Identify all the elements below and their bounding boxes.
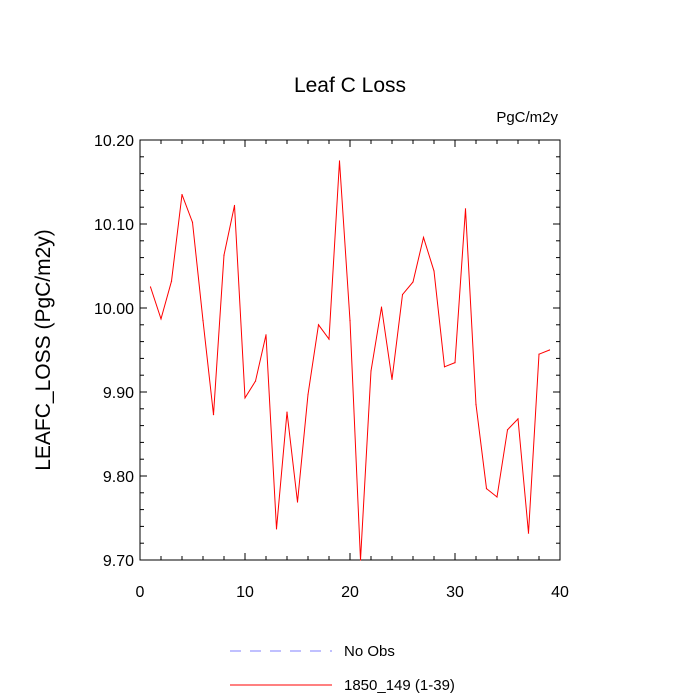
data-point: [506, 429, 509, 431]
data-point: [433, 270, 435, 272]
x-tick-label: 0: [136, 584, 145, 601]
data-point: [296, 501, 299, 503]
data-point: [233, 204, 236, 207]
series-line-1850-149: [150, 160, 550, 561]
data-point: [328, 338, 330, 340]
data-point: [317, 324, 320, 326]
x-tick-label: 10: [236, 584, 254, 601]
data-point: [212, 414, 215, 416]
data-point: [422, 236, 425, 239]
units-label: PgC/m2y: [496, 109, 558, 126]
x-tick-label: 20: [341, 584, 359, 601]
y-tick-label: 10.20: [94, 133, 134, 150]
data-point: [391, 378, 393, 380]
data-point: [412, 281, 414, 283]
data-point: [496, 496, 498, 498]
data-point: [349, 320, 351, 322]
legend-label-1850-149: 1850_149 (1-39): [344, 677, 455, 694]
data-point: [517, 418, 519, 420]
data-point: [160, 318, 162, 320]
y-tick-label: 10.10: [94, 217, 134, 234]
data-point: [181, 194, 183, 196]
y-tick-label: 10.00: [94, 301, 134, 318]
data-point: [527, 532, 530, 534]
data-point: [538, 353, 540, 355]
x-tick-labels: 0 10 20 30 40: [136, 584, 569, 601]
legend-label-no-obs: No Obs: [344, 643, 395, 660]
data-point: [443, 366, 446, 368]
data-point: [170, 280, 173, 282]
data-point: [338, 160, 341, 162]
series-points: [149, 160, 551, 561]
axis-ticks: [139, 139, 561, 561]
data-point: [401, 293, 404, 296]
y-tick-label: 9.80: [103, 469, 134, 486]
y-tick-labels: 9.70 9.80 9.90 10.00 10.10 10.20: [94, 133, 134, 570]
data-point: [485, 488, 488, 490]
data-point: [265, 334, 267, 336]
data-point: [307, 393, 309, 396]
data-point: [475, 404, 477, 406]
data-point: [244, 397, 246, 399]
x-tick-label: 40: [551, 584, 569, 601]
x-tick-label: 30: [446, 584, 464, 601]
data-point: [359, 559, 362, 561]
data-point: [464, 208, 467, 210]
y-tick-label: 9.90: [103, 385, 134, 402]
legend: No Obs 1850_149 (1-39): [230, 643, 455, 694]
data-point: [254, 380, 257, 382]
data-point: [454, 362, 456, 364]
data-point: [223, 254, 225, 256]
data-point: [275, 528, 278, 530]
data-point: [370, 370, 372, 372]
chart-title: Leaf C Loss: [294, 74, 406, 97]
y-axis-label: LEAFC_LOSS (PgC/m2y): [32, 229, 55, 471]
data-point: [191, 221, 194, 223]
data-point: [286, 411, 288, 413]
data-point: [380, 306, 383, 308]
data-point: [548, 349, 551, 351]
data-point: [149, 286, 152, 288]
y-tick-label: 9.70: [103, 553, 134, 570]
data-point: [202, 320, 204, 322]
